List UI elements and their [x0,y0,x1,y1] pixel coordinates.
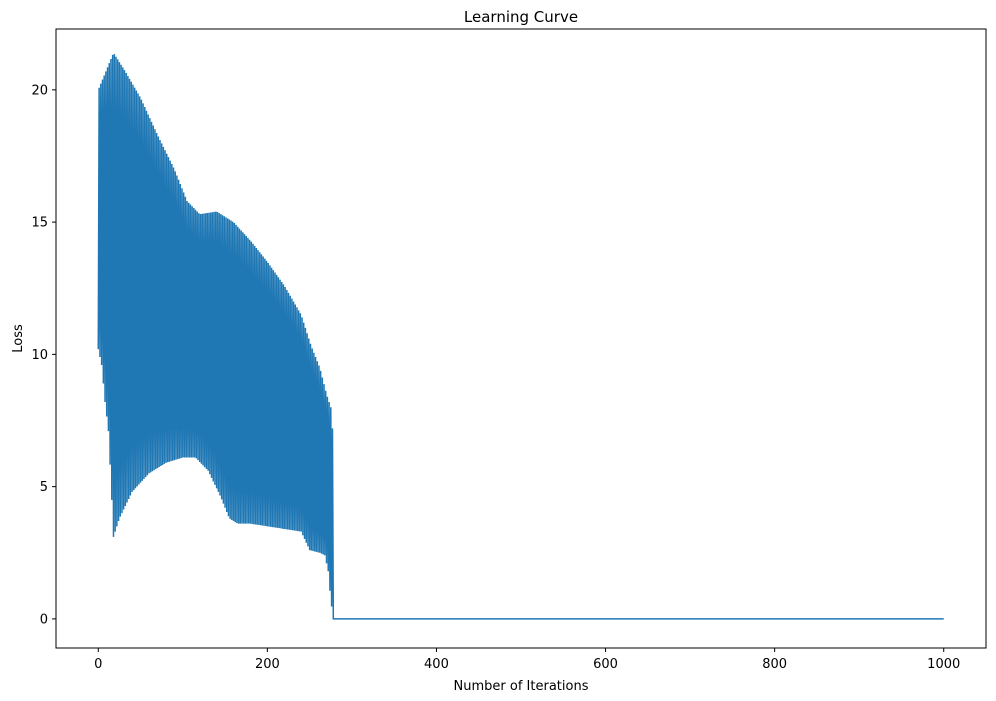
x-axis-label: Number of Iterations [454,679,589,694]
x-axis-ticks: 0 200 400 600 800 1000 [94,648,960,672]
series-layer [97,54,944,620]
plot-frame [55,28,987,649]
y-tick-label: 10 [31,348,48,363]
loss-series-line [97,54,944,620]
y-axis-ticks: 0 5 10 15 20 [31,83,56,627]
y-axis-label: Loss [11,324,26,353]
x-tick-label: 400 [424,657,449,672]
x-tick-label: 600 [593,657,618,672]
x-tick-label: 0 [94,657,102,672]
y-tick-label: 15 [31,216,48,231]
chart-title: Learning Curve [464,8,578,26]
x-tick-label: 800 [762,657,787,672]
x-tick-label: 1000 [927,657,960,672]
y-tick-label: 5 [40,480,48,495]
y-tick-label: 0 [40,612,48,627]
x-tick-label: 200 [255,657,280,672]
y-tick-label: 20 [31,83,48,98]
